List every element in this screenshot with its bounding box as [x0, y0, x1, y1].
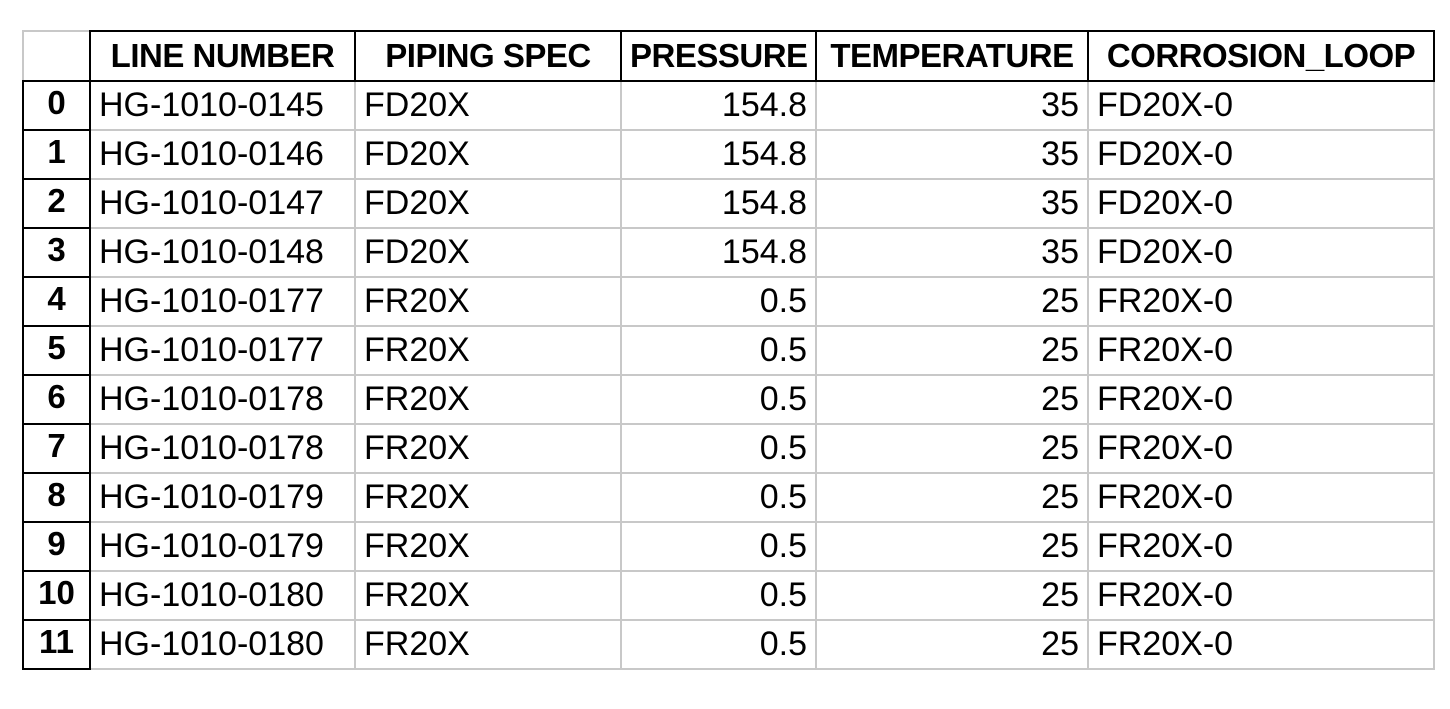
table-row: 4 HG-1010-0177 FR20X 0.5 25 FR20X-0 — [22, 276, 1435, 327]
pressure-cell: 0.5 — [620, 374, 817, 425]
table-body: 0 HG-1010-0145 FD20X 154.8 35 FD20X-0 1 … — [22, 80, 1435, 670]
column-header-line-number: LINE NUMBER — [89, 30, 356, 82]
pressure-cell: 154.8 — [620, 129, 817, 180]
table-row: 7 HG-1010-0178 FR20X 0.5 25 FR20X-0 — [22, 423, 1435, 474]
row-index: 10 — [22, 570, 91, 621]
row-index: 0 — [22, 80, 91, 131]
line-number-cell: HG-1010-0147 — [89, 178, 356, 229]
piping-spec-cell: FR20X — [354, 472, 622, 523]
pressure-cell: 0.5 — [620, 521, 817, 572]
piping-spec-cell: FD20X — [354, 129, 622, 180]
temperature-cell: 35 — [815, 227, 1089, 278]
piping-spec-cell: FR20X — [354, 423, 622, 474]
index-header-corner — [22, 30, 91, 82]
row-index: 1 — [22, 129, 91, 180]
piping-spec-cell: FR20X — [354, 374, 622, 425]
line-number-cell: HG-1010-0177 — [89, 325, 356, 376]
temperature-cell: 35 — [815, 80, 1089, 131]
temperature-cell: 25 — [815, 423, 1089, 474]
pressure-cell: 0.5 — [620, 619, 817, 670]
table-row: 5 HG-1010-0177 FR20X 0.5 25 FR20X-0 — [22, 325, 1435, 376]
table-row: 2 HG-1010-0147 FD20X 154.8 35 FD20X-0 — [22, 178, 1435, 229]
header-row: LINE NUMBER PIPING SPEC PRESSURE TEMPERA… — [22, 30, 1435, 82]
table-header: LINE NUMBER PIPING SPEC PRESSURE TEMPERA… — [22, 30, 1435, 82]
column-header-corrosion-loop: CORROSION_LOOP — [1087, 30, 1435, 82]
row-index: 3 — [22, 227, 91, 278]
table-row: 9 HG-1010-0179 FR20X 0.5 25 FR20X-0 — [22, 521, 1435, 572]
pressure-cell: 0.5 — [620, 276, 817, 327]
corrosion-loop-cell: FR20X-0 — [1087, 472, 1435, 523]
line-number-cell: HG-1010-0179 — [89, 521, 356, 572]
temperature-cell: 25 — [815, 619, 1089, 670]
pressure-cell: 0.5 — [620, 570, 817, 621]
table-row: 1 HG-1010-0146 FD20X 154.8 35 FD20X-0 — [22, 129, 1435, 180]
temperature-cell: 35 — [815, 178, 1089, 229]
piping-spec-cell: FD20X — [354, 178, 622, 229]
row-index: 5 — [22, 325, 91, 376]
row-index: 4 — [22, 276, 91, 327]
table-row: 8 HG-1010-0179 FR20X 0.5 25 FR20X-0 — [22, 472, 1435, 523]
corrosion-loop-cell: FR20X-0 — [1087, 423, 1435, 474]
pressure-cell: 154.8 — [620, 80, 817, 131]
row-index: 9 — [22, 521, 91, 572]
pressure-cell: 154.8 — [620, 227, 817, 278]
corrosion-loop-cell: FD20X-0 — [1087, 129, 1435, 180]
temperature-cell: 25 — [815, 374, 1089, 425]
line-number-cell: HG-1010-0178 — [89, 423, 356, 474]
piping-spec-cell: FD20X — [354, 80, 622, 131]
column-header-piping-spec: PIPING SPEC — [354, 30, 622, 82]
corrosion-loop-cell: FR20X-0 — [1087, 276, 1435, 327]
line-number-cell: HG-1010-0148 — [89, 227, 356, 278]
temperature-cell: 25 — [815, 325, 1089, 376]
row-index: 6 — [22, 374, 91, 425]
pressure-cell: 0.5 — [620, 423, 817, 474]
table-row: 3 HG-1010-0148 FD20X 154.8 35 FD20X-0 — [22, 227, 1435, 278]
pressure-cell: 154.8 — [620, 178, 817, 229]
corrosion-loop-cell: FR20X-0 — [1087, 521, 1435, 572]
pressure-cell: 0.5 — [620, 472, 817, 523]
table-row: 6 HG-1010-0178 FR20X 0.5 25 FR20X-0 — [22, 374, 1435, 425]
line-number-cell: HG-1010-0177 — [89, 276, 356, 327]
piping-spec-cell: FR20X — [354, 325, 622, 376]
corrosion-loop-cell: FD20X-0 — [1087, 227, 1435, 278]
piping-spec-cell: FR20X — [354, 521, 622, 572]
temperature-cell: 35 — [815, 129, 1089, 180]
temperature-cell: 25 — [815, 472, 1089, 523]
corrosion-loop-cell: FR20X-0 — [1087, 570, 1435, 621]
line-number-cell: HG-1010-0146 — [89, 129, 356, 180]
line-number-cell: HG-1010-0180 — [89, 619, 356, 670]
table-row: 10 HG-1010-0180 FR20X 0.5 25 FR20X-0 — [22, 570, 1435, 621]
row-index: 7 — [22, 423, 91, 474]
table-row: 0 HG-1010-0145 FD20X 154.8 35 FD20X-0 — [22, 80, 1435, 131]
column-header-pressure: PRESSURE — [620, 30, 817, 82]
temperature-cell: 25 — [815, 276, 1089, 327]
temperature-cell: 25 — [815, 521, 1089, 572]
line-number-cell: HG-1010-0179 — [89, 472, 356, 523]
column-header-temperature: TEMPERATURE — [815, 30, 1089, 82]
data-table: LINE NUMBER PIPING SPEC PRESSURE TEMPERA… — [22, 30, 1435, 670]
row-index: 11 — [22, 619, 91, 670]
line-number-cell: HG-1010-0178 — [89, 374, 356, 425]
data-table-container: LINE NUMBER PIPING SPEC PRESSURE TEMPERA… — [22, 30, 1435, 681]
piping-spec-cell: FR20X — [354, 570, 622, 621]
piping-spec-cell: FR20X — [354, 619, 622, 670]
row-index: 2 — [22, 178, 91, 229]
corrosion-loop-cell: FD20X-0 — [1087, 80, 1435, 131]
corrosion-loop-cell: FR20X-0 — [1087, 374, 1435, 425]
temperature-cell: 25 — [815, 570, 1089, 621]
table-row: 11 HG-1010-0180 FR20X 0.5 25 FR20X-0 — [22, 619, 1435, 670]
pressure-cell: 0.5 — [620, 325, 817, 376]
corrosion-loop-cell: FR20X-0 — [1087, 619, 1435, 670]
piping-spec-cell: FD20X — [354, 227, 622, 278]
row-index: 8 — [22, 472, 91, 523]
line-number-cell: HG-1010-0145 — [89, 80, 356, 131]
piping-spec-cell: FR20X — [354, 276, 622, 327]
corrosion-loop-cell: FD20X-0 — [1087, 178, 1435, 229]
corrosion-loop-cell: FR20X-0 — [1087, 325, 1435, 376]
line-number-cell: HG-1010-0180 — [89, 570, 356, 621]
